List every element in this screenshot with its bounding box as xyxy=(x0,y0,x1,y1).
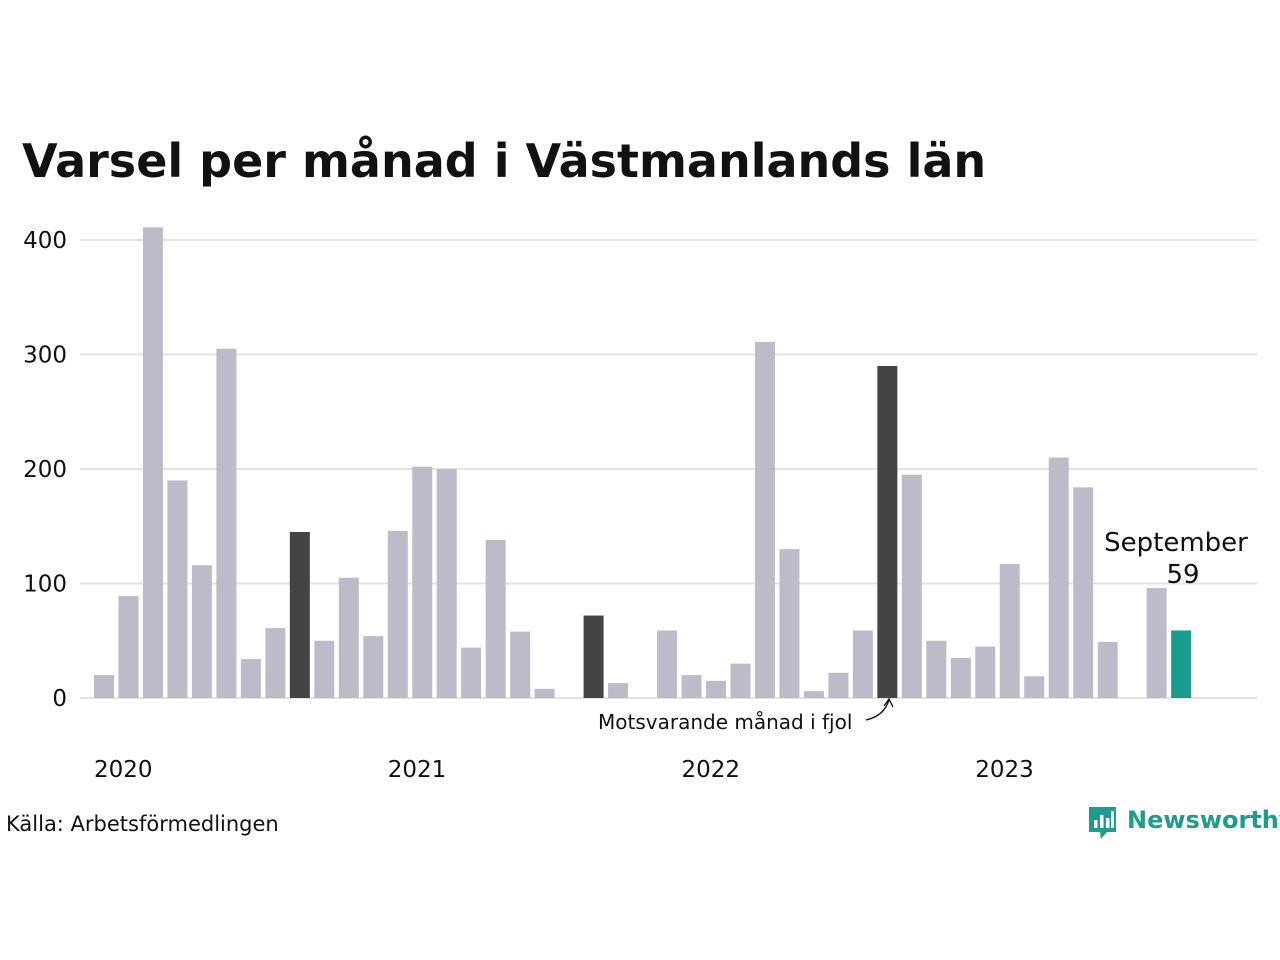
bar-2022-03 xyxy=(730,663,751,698)
bar-2023-09 xyxy=(1171,630,1192,698)
bar-2022-07 xyxy=(828,672,849,698)
bar-2020-05 xyxy=(191,565,212,698)
last-value: 59 xyxy=(1166,560,1199,590)
bar-2022-04 xyxy=(754,341,775,698)
annotation-arrowhead xyxy=(883,697,894,708)
y-tick-label: 100 xyxy=(23,572,67,598)
bar-2021-01 xyxy=(387,530,408,698)
bar-2023-02 xyxy=(999,564,1020,698)
brand-name: Newsworthy xyxy=(1127,806,1280,834)
bar-2020-11 xyxy=(338,577,359,698)
bar-2022-10 xyxy=(901,474,922,698)
bar-2020-01 xyxy=(94,675,114,698)
bar-2021-10 xyxy=(608,683,629,698)
bar-2022-06 xyxy=(803,691,824,698)
bar-2021-07 xyxy=(534,688,555,698)
x-year-label: 2023 xyxy=(975,757,1034,783)
bar-2021-02 xyxy=(412,466,433,698)
last-month-label: September xyxy=(1104,528,1248,558)
bar-2021-06 xyxy=(510,631,531,698)
annotation-arrow xyxy=(865,699,890,721)
x-year-label: 2021 xyxy=(388,757,447,783)
chart-title: Varsel per månad i Västmanlands län xyxy=(22,134,986,188)
bar-2023-05 xyxy=(1073,487,1094,698)
bar-2022-02 xyxy=(706,680,726,698)
bar-2022-01 xyxy=(681,675,702,698)
last-value-label: September 59 xyxy=(1104,528,1248,590)
bar-2020-02 xyxy=(118,596,139,698)
bar-2022-08 xyxy=(852,630,873,698)
y-tick-label: 0 xyxy=(52,686,67,712)
bar-2020-04 xyxy=(167,480,188,698)
bar-2023-03 xyxy=(1024,676,1045,698)
bar-2020-07 xyxy=(240,659,261,698)
y-axis-ticks: 0 100 200 300 400 xyxy=(23,228,67,712)
x-year-label: 2020 xyxy=(94,757,153,783)
bar-2021-03 xyxy=(436,469,457,698)
annotation-text: Motsvarande månad i fjol xyxy=(598,710,852,734)
bar-2022-11 xyxy=(926,640,947,698)
bar-2021-12 xyxy=(657,630,678,698)
bar-2021-04 xyxy=(461,647,482,698)
y-tick-label: 200 xyxy=(23,457,67,483)
bars xyxy=(94,227,1192,698)
bar-2023-01 xyxy=(975,646,996,698)
bar-2021-09 xyxy=(583,615,604,698)
bar-2020-10 xyxy=(314,640,335,698)
bar-2020-06 xyxy=(216,348,237,698)
bar-2020-03 xyxy=(142,227,163,698)
bar-2020-09 xyxy=(289,531,310,698)
x-year-label: 2022 xyxy=(682,757,741,783)
bar-2022-12 xyxy=(950,657,971,698)
bar-2022-05 xyxy=(779,549,800,698)
bar-2020-08 xyxy=(265,628,286,698)
bar-2021-05 xyxy=(485,539,506,698)
newsworthy-logo-icon xyxy=(1089,807,1116,839)
brand-logo: Newsworthy xyxy=(1089,806,1280,839)
y-tick-label: 300 xyxy=(23,343,67,369)
bar-2020-12 xyxy=(363,636,384,698)
y-tick-label: 400 xyxy=(23,228,67,254)
source-note: Källa: Arbetsförmedlingen xyxy=(6,812,279,836)
bar-2023-06 xyxy=(1097,641,1118,698)
x-axis-year-labels: 2020 2021 2022 2023 xyxy=(94,757,1034,783)
bar-2022-09 xyxy=(877,365,898,698)
bar-2023-04 xyxy=(1048,457,1069,698)
annotation-group: Motsvarande månad i fjol xyxy=(598,697,894,734)
bar-2023-08 xyxy=(1146,588,1167,698)
